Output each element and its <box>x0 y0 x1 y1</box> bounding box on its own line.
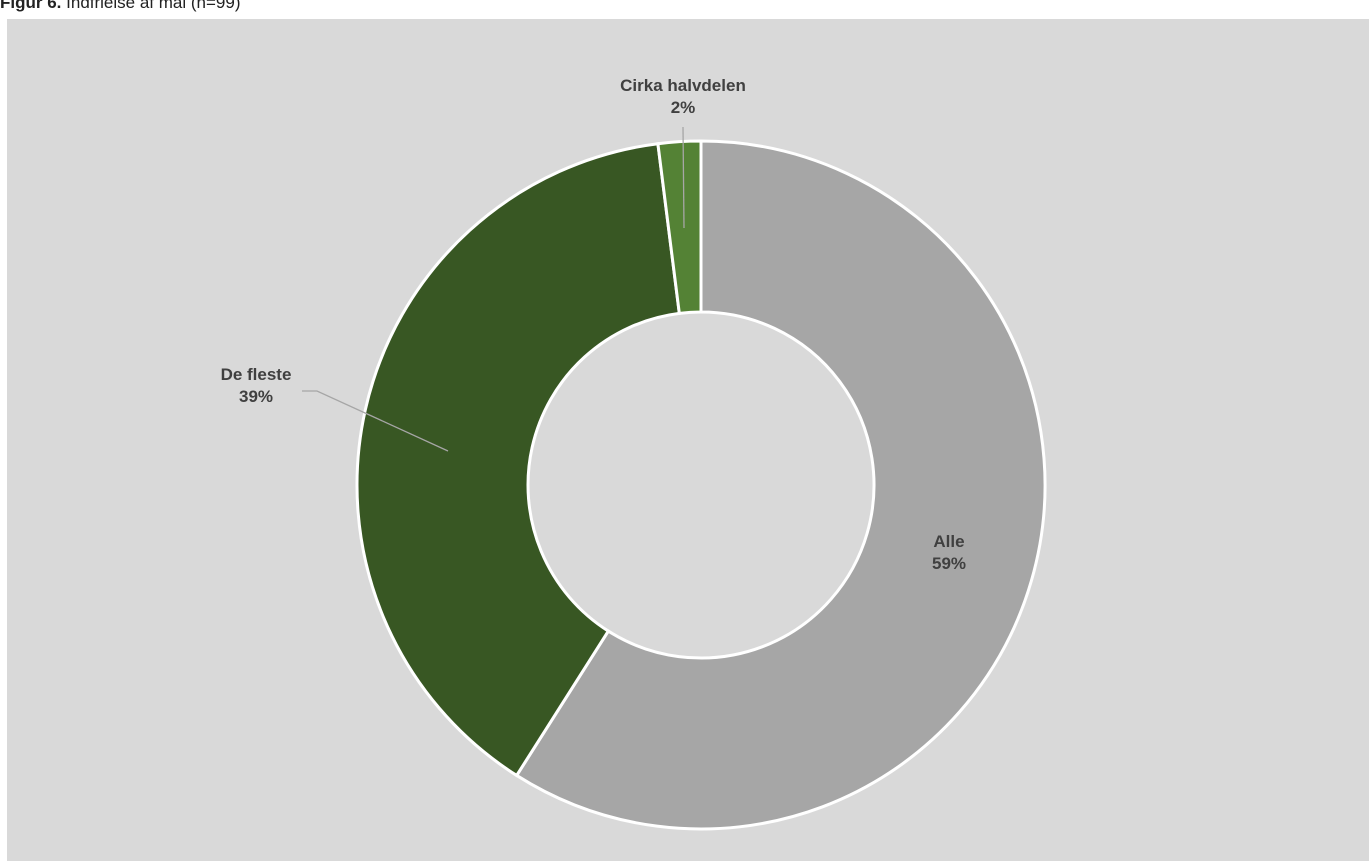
doughnut-chart: Alle 59% De fleste 39% Cirka halvdelen 2% <box>221 76 1047 831</box>
figure-caption-prefix: Figur 6. <box>0 0 62 12</box>
slice-alle <box>514 139 1047 831</box>
figure-caption: Figur 6. Indfrielse af mål (n=99) <box>0 0 240 13</box>
category-label-de-fleste: De fleste <box>221 365 292 384</box>
value-label-de-fleste: 39% <box>239 387 273 406</box>
leader-line-de-fleste <box>302 390 449 452</box>
value-label-cirka-halvdelen: 2% <box>671 98 696 117</box>
figure-caption-text: Indfrielse af mål (n=99) <box>66 0 241 12</box>
slice-cirka-halvdelen <box>656 139 703 316</box>
value-label-alle: 59% <box>932 554 966 573</box>
slice-de-fleste <box>355 142 681 778</box>
category-label-cirka-halvdelen: Cirka halvdelen <box>620 76 746 95</box>
chart-area: Alle 59% De fleste 39% Cirka halvdelen 2% <box>7 19 1369 861</box>
leader-line-cirka-halvdelen <box>682 126 685 229</box>
category-label-alle: Alle <box>933 532 964 551</box>
